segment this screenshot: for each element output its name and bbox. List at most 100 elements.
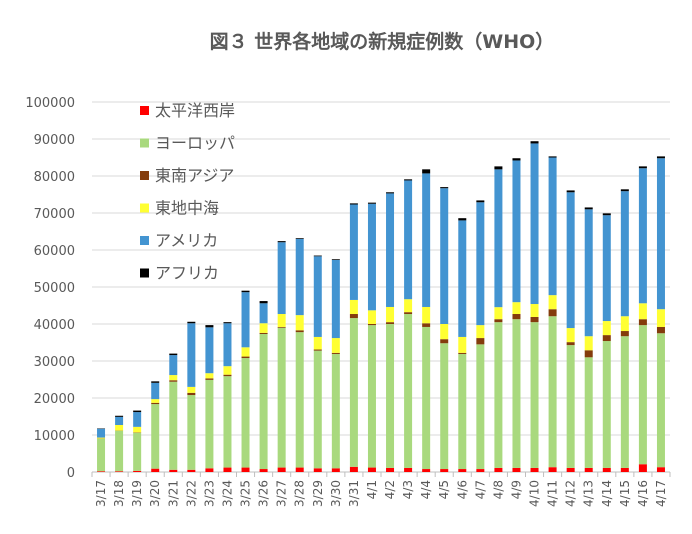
bar-segment (187, 395, 196, 470)
bar-segment (440, 324, 449, 340)
bar-segment (512, 467, 521, 472)
bar-segment (404, 312, 413, 315)
bar-segment (512, 319, 521, 468)
bar-segment (223, 323, 232, 367)
x-tick-label: 4/7 (473, 480, 487, 499)
bar-segment (458, 220, 467, 337)
x-tick-label: 4/6 (455, 480, 469, 499)
bar-segment (440, 188, 449, 324)
bar-segment (331, 353, 340, 469)
bar-segment (512, 158, 521, 161)
bar-segment (620, 189, 629, 192)
bar-segment (151, 381, 160, 383)
bar-segment (259, 332, 268, 334)
x-tick-label: 4/11 (546, 480, 560, 507)
x-tick-label: 4/10 (528, 480, 542, 507)
bar-segment (169, 353, 178, 356)
bar-segment (422, 326, 431, 470)
x-tick-label: 4/9 (509, 480, 523, 499)
x-tick-label: 3/21 (166, 480, 180, 507)
bar-segment (367, 203, 376, 311)
bar-segment (115, 471, 124, 472)
bar-segment (548, 467, 557, 472)
bar-segment (331, 259, 340, 260)
bar-segment (566, 192, 575, 329)
bar-segment (422, 323, 431, 327)
y-tick-label: 30000 (34, 355, 75, 370)
bar-segment (602, 215, 611, 322)
bar-segment (404, 299, 413, 313)
bar-segment (223, 376, 232, 468)
x-tick-label: 4/8 (491, 480, 505, 499)
x-tick-label: 4/12 (564, 480, 578, 507)
bar-segment (602, 213, 611, 216)
bar-segment (548, 295, 557, 310)
bar-segment (386, 324, 395, 468)
bar-segment (404, 179, 413, 181)
bar-segment (404, 180, 413, 300)
legend-swatch (140, 138, 149, 148)
bar-segment (458, 353, 467, 470)
bar-segment (367, 202, 376, 204)
bar-segment (494, 307, 503, 320)
bar-segment (241, 467, 250, 472)
bar-segment (656, 158, 665, 310)
bar-segment (620, 467, 629, 472)
bar-segment (277, 242, 286, 315)
bar-segment (223, 366, 232, 375)
bar-segment (277, 467, 286, 472)
bar-segment (548, 157, 557, 296)
bar-segment (584, 207, 593, 210)
bar-segment (133, 426, 142, 433)
legend-label: 東南アジア (155, 166, 234, 185)
x-tick-label: 4/16 (636, 480, 650, 507)
bar-segment (349, 314, 358, 319)
x-tick-label: 4/17 (654, 480, 668, 507)
bar-segment (349, 203, 358, 205)
bar-segment (295, 315, 304, 331)
bar-segment (241, 358, 250, 468)
bar-segment (331, 468, 340, 472)
x-tick-label: 4/15 (618, 480, 632, 507)
bar-segment (584, 350, 593, 358)
bar-segment (440, 339, 449, 344)
bar-segment (295, 330, 304, 333)
x-tick-label: 3/17 (94, 480, 108, 507)
bar-segment (494, 319, 503, 323)
bar-segment (494, 467, 503, 472)
bar-segment (386, 193, 395, 307)
bar-segment (313, 336, 322, 350)
x-tick-label: 3/20 (148, 480, 162, 507)
bar-segment (313, 350, 322, 469)
bar-segment (169, 355, 178, 376)
bar-segment (386, 306, 395, 323)
bar-segment (241, 356, 250, 359)
bar-segment (476, 202, 485, 326)
bar-segment (458, 218, 467, 221)
bar-segment (295, 467, 304, 472)
bar-segment (349, 466, 358, 472)
bar-segment (187, 469, 196, 472)
bar-segment (476, 469, 485, 472)
bar-segment (548, 156, 557, 158)
bar-segment (277, 326, 286, 328)
bar-segment (476, 344, 485, 470)
bar-segment (259, 333, 268, 470)
bar-segment (584, 357, 593, 468)
bar-segment (530, 304, 539, 317)
bar-segment (259, 323, 268, 333)
bar-segment (115, 415, 124, 417)
bar-segment (151, 382, 160, 400)
bar-segment (205, 325, 214, 328)
legend-swatch (140, 236, 149, 245)
bar-segment (512, 302, 521, 315)
bar-segment (133, 470, 142, 472)
bar-segment (566, 467, 575, 472)
x-tick-label: 3/19 (130, 480, 144, 507)
bar-segment (620, 331, 629, 337)
bar-segment (133, 432, 142, 471)
y-tick-label: 20000 (34, 392, 75, 407)
bar-segment (205, 327, 214, 374)
bar-segment (602, 467, 611, 472)
